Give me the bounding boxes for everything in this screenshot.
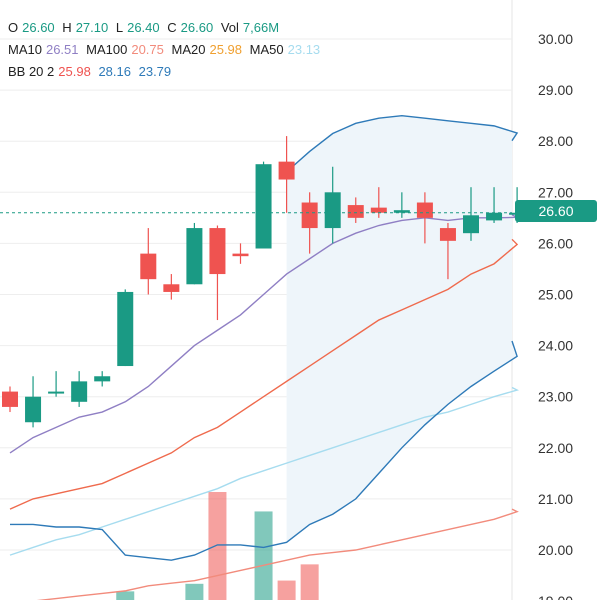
candle-body bbox=[301, 202, 318, 229]
candle-body bbox=[25, 396, 42, 423]
ma100-line bbox=[36, 508, 519, 600]
y-tick-label: 22.00 bbox=[538, 440, 573, 456]
candle-body bbox=[324, 192, 341, 229]
candle-body bbox=[163, 284, 180, 292]
volume-bar bbox=[116, 591, 135, 600]
volume-value: 7,66M bbox=[242, 20, 280, 35]
bb-lower-value: 23.79 bbox=[138, 64, 172, 79]
candle-body bbox=[255, 164, 272, 249]
y-tick-label: 27.00 bbox=[538, 184, 573, 200]
ma100-label: MA100 bbox=[86, 42, 128, 57]
y-tick-label: 26.00 bbox=[538, 235, 573, 251]
volume-bar bbox=[208, 492, 227, 600]
y-tick-label: 21.00 bbox=[538, 491, 573, 507]
y-tick-label: 24.00 bbox=[538, 338, 573, 354]
candle-body bbox=[71, 381, 88, 402]
candle-body bbox=[186, 228, 203, 285]
close-label: C bbox=[167, 20, 177, 35]
ma100-value: 20.75 bbox=[131, 42, 164, 57]
open-value: 26.60 bbox=[22, 20, 55, 35]
candle-body bbox=[416, 202, 433, 218]
bb-upper-value: 28.16 bbox=[98, 64, 131, 79]
volume-label: Vol bbox=[220, 20, 239, 35]
candle-body bbox=[48, 391, 65, 394]
bb-label: BB 20 2 bbox=[8, 64, 55, 79]
candle-body bbox=[209, 228, 226, 275]
bollinger-band-fill bbox=[286, 115, 518, 543]
candle-body bbox=[486, 212, 503, 221]
ma50-label: MA50 bbox=[249, 42, 284, 57]
candle-body bbox=[347, 205, 364, 218]
candle-body bbox=[140, 253, 157, 280]
ma20-line bbox=[9, 238, 519, 510]
close-value: 26.60 bbox=[180, 20, 214, 35]
y-tick-label: 25.00 bbox=[538, 287, 573, 303]
volume-bar bbox=[185, 583, 204, 600]
ma20-value: 25.98 bbox=[209, 42, 243, 57]
candle-body bbox=[370, 207, 387, 213]
ma-legend: MA10 26.51 MA100 20.75 MA20 25.98 MA50 23.13 bbox=[8, 42, 324, 57]
volume-bar bbox=[254, 511, 273, 600]
ma10-value: 26.51 bbox=[45, 42, 79, 57]
ma50-value: 23.13 bbox=[287, 42, 321, 57]
bb-lower-line bbox=[10, 340, 518, 561]
ma10-line bbox=[9, 214, 518, 454]
volume-bar bbox=[300, 564, 319, 600]
ma50-line bbox=[9, 386, 520, 556]
ma20-label: MA20 bbox=[171, 42, 206, 57]
bb-mid-value: 25.98 bbox=[58, 64, 91, 79]
y-tick-label: 30.00 bbox=[538, 31, 573, 47]
candle-body bbox=[2, 391, 18, 407]
last-price-tag: 26.60 bbox=[515, 200, 597, 222]
y-tick-label: 28.00 bbox=[538, 133, 573, 149]
candle-body bbox=[232, 253, 249, 257]
ohlc-legend: O 26.60 H 27.10 L 26.40 C 26.60 Vol 7,66M bbox=[8, 20, 283, 35]
candle-body bbox=[439, 228, 456, 241]
y-tick-label: 19.00 bbox=[538, 593, 573, 600]
high-value: 27.10 bbox=[75, 20, 109, 35]
high-label: H bbox=[62, 20, 72, 35]
candle-body bbox=[393, 210, 410, 213]
y-tick-label: 23.00 bbox=[538, 389, 573, 405]
y-tick-label: 29.00 bbox=[538, 82, 573, 98]
volume-bar bbox=[277, 580, 296, 600]
candle-body bbox=[117, 291, 134, 367]
candle-body bbox=[463, 215, 479, 234]
open-label: O bbox=[8, 20, 19, 35]
low-value: 26.40 bbox=[127, 20, 160, 35]
y-tick-label: 20.00 bbox=[538, 542, 573, 558]
bb-legend: BB 20 2 25.98 28.16 23.79 bbox=[8, 64, 175, 79]
bb-upper-line bbox=[286, 114, 519, 173]
ma10-label: MA10 bbox=[8, 42, 42, 57]
candle-body bbox=[94, 376, 111, 382]
low-label: L bbox=[115, 20, 124, 35]
candle-body bbox=[278, 161, 295, 180]
